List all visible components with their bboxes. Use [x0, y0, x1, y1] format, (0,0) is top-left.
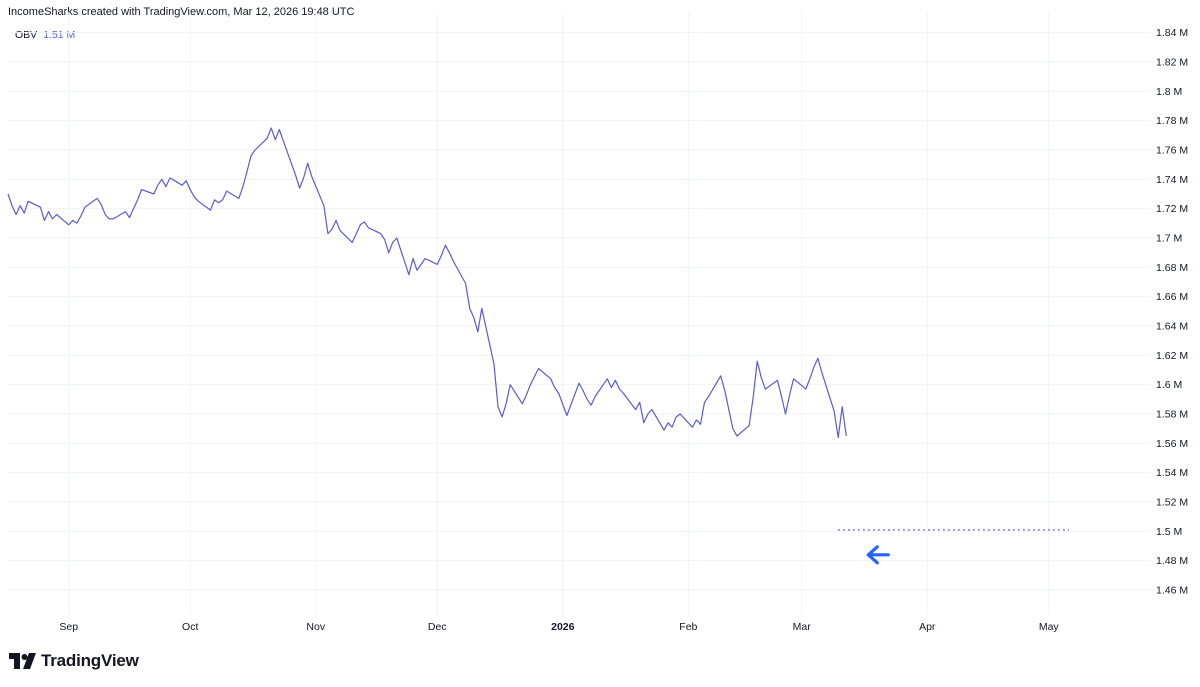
y-tick-label: 1.6 M: [1156, 379, 1182, 391]
y-tick-label: 1.56 M: [1156, 438, 1188, 450]
y-tick-label: 1.64 M: [1156, 321, 1188, 333]
y-tick-label: 1.7 M: [1156, 233, 1182, 245]
tradingview-logo[interactable]: TradingView: [9, 651, 139, 671]
y-tick-label: 1.78 M: [1156, 115, 1188, 127]
y-tick-label: 1.8 M: [1156, 86, 1182, 98]
price-axis: 1.84 M 1.82 M 1.8 M 1.78 M 1.76 M 1.74 M 1.72 …: [1156, 27, 1188, 596]
chart-caption: IncomeSharks created with TradingView.co…: [8, 6, 355, 18]
y-tick-label: 1.46 M: [1156, 585, 1188, 597]
left-arrow-shape: [866, 545, 890, 565]
series-layer: [7, 127, 847, 439]
y-tick-label: 1.68 M: [1156, 262, 1188, 274]
tradingview-logo-icon: [9, 653, 36, 669]
y-tick-label: 1.66 M: [1156, 291, 1188, 303]
indicator-legend[interactable]: OBV 1.51 M: [15, 29, 75, 41]
y-tick-label: 1.48 M: [1156, 555, 1188, 567]
x-tick-label: 2026: [551, 621, 575, 633]
y-tick-label: 1.82 M: [1156, 57, 1188, 69]
left-arrow-icon: [866, 545, 890, 565]
tradingview-brand: TradingView: [41, 651, 139, 670]
y-tick-label: 1.74 M: [1156, 174, 1188, 186]
x-tick-label: Apr: [919, 621, 936, 633]
x-tick-label: Nov: [306, 621, 325, 633]
y-tick-label: 1.54 M: [1156, 467, 1188, 479]
indicator-value: 1.51 M: [43, 29, 76, 41]
indicator-name: OBV: [15, 29, 38, 41]
x-tick-label: Sep: [59, 621, 78, 633]
time-axis: Sep Oct Nov Dec 2026 Feb Mar Apr May: [59, 621, 1059, 633]
y-tick-label: 1.5 M: [1156, 526, 1182, 538]
x-tick-label: May: [1039, 621, 1060, 633]
x-tick-label: Feb: [679, 621, 697, 633]
annotation-layer: [838, 529, 1070, 565]
y-tick-label: 1.84 M: [1156, 27, 1188, 39]
x-tick-label: Mar: [793, 621, 812, 633]
obv-series-line: [7, 127, 847, 439]
x-tick-label: Oct: [182, 621, 198, 633]
y-tick-label: 1.58 M: [1156, 409, 1188, 421]
y-tick-label: 1.62 M: [1156, 350, 1188, 362]
y-tick-label: 1.76 M: [1156, 145, 1188, 157]
x-tick-label: Dec: [428, 621, 447, 633]
chart-grid: [8, 12, 1150, 614]
y-tick-label: 1.52 M: [1156, 497, 1188, 509]
y-tick-label: 1.72 M: [1156, 203, 1188, 215]
